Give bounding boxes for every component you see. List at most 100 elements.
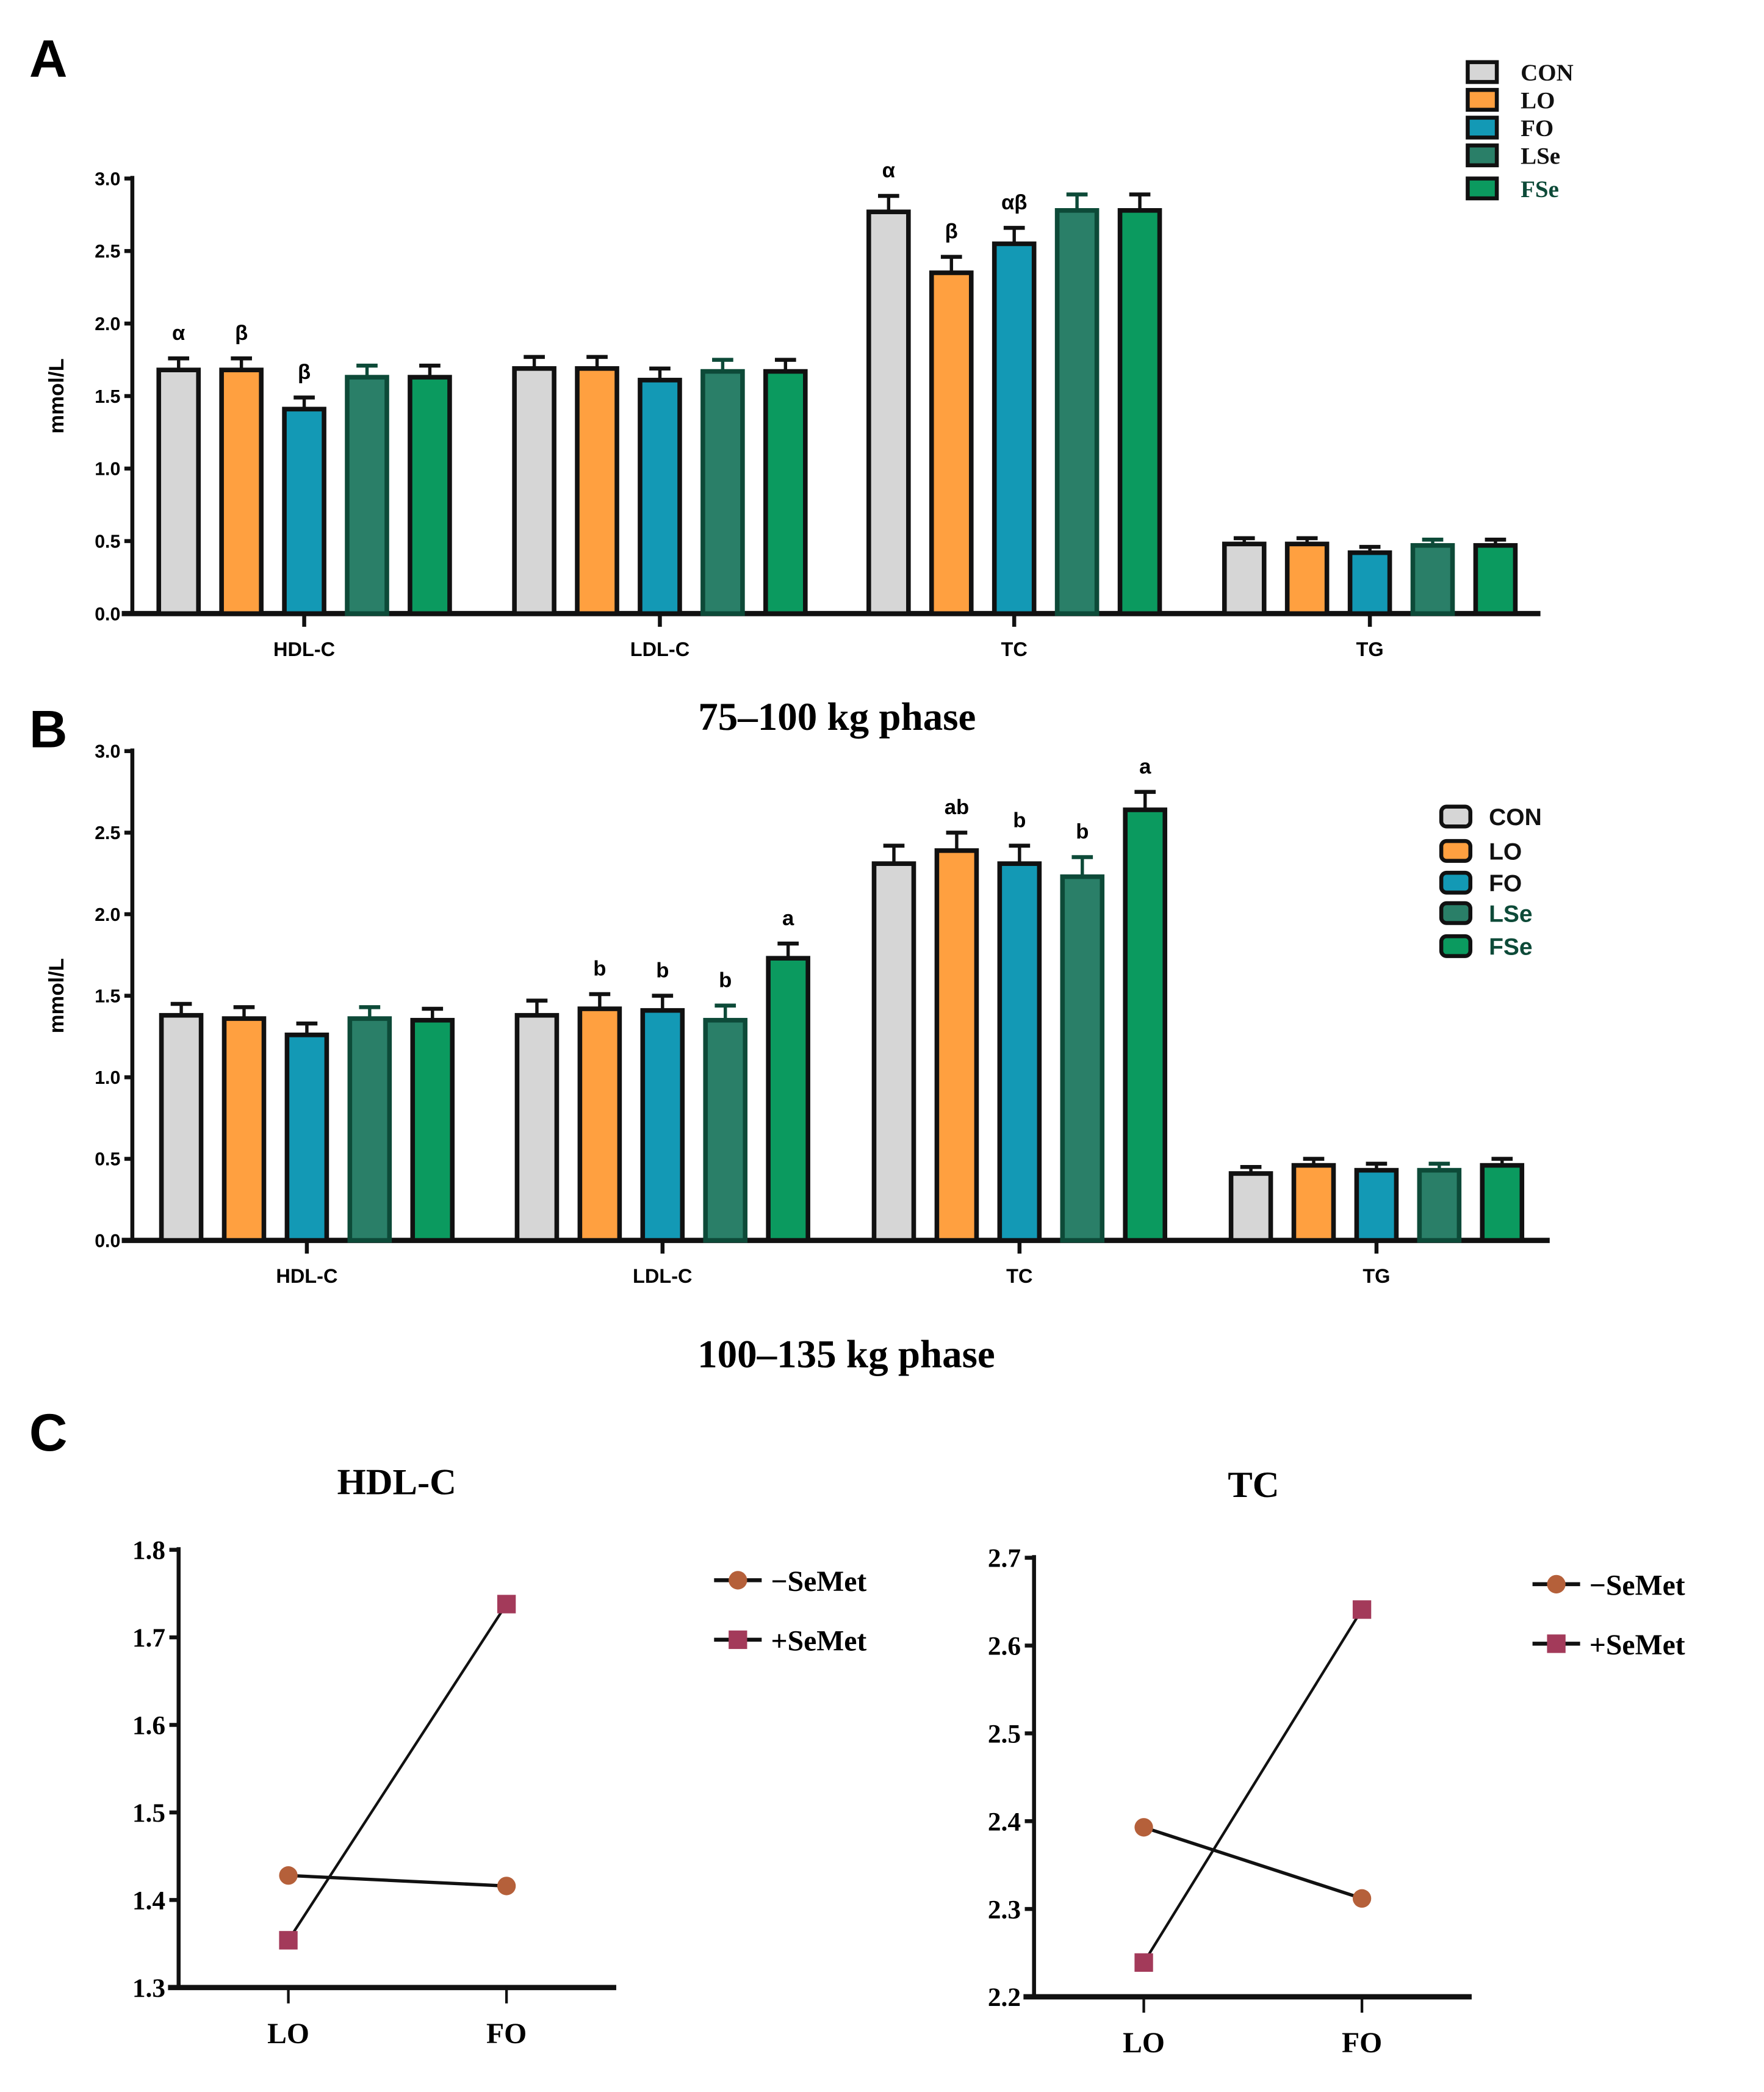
data-point-circle <box>1352 1889 1372 1908</box>
panel-label-b: B <box>29 700 68 759</box>
bar-fo <box>284 1033 329 1243</box>
legend-label: FO <box>1489 870 1522 896</box>
bar-fse <box>766 956 810 1243</box>
bar-fo <box>1354 1167 1399 1243</box>
legend-marker-square <box>1547 1634 1566 1653</box>
bar-fo <box>640 1008 685 1243</box>
legend-label: FSe <box>1521 176 1559 203</box>
legend-swatch <box>1439 934 1473 958</box>
bar-fse <box>1473 543 1518 616</box>
bar-chart-b: 0.0 0.5 1.0 1.5 2.0 2.5 3.0 mmol/L HDL-C LDL-C b b b… <box>45 742 1550 1287</box>
significance-label: b <box>593 958 606 981</box>
bar-lse <box>700 369 745 616</box>
legend-marker-square <box>729 1630 747 1650</box>
bar-lo <box>929 270 974 616</box>
legend-swatch <box>1466 176 1499 201</box>
data-point-circle <box>1134 1818 1153 1837</box>
data-point-square <box>279 1931 298 1950</box>
bar-fo <box>1347 550 1392 616</box>
series-line <box>1142 1609 1363 1964</box>
chart-title: TC <box>1228 1465 1279 1506</box>
legend-marker-circle <box>729 1571 747 1590</box>
y-tick-label: 3.0 <box>95 742 120 762</box>
y-tick-label: 1.0 <box>95 460 120 480</box>
panel-b-title: 100–135 kg phase <box>697 1333 995 1377</box>
significance-label: ab <box>945 796 969 819</box>
bar-lo <box>1284 541 1330 616</box>
bar-fse <box>763 369 808 616</box>
significance-label: b <box>719 968 732 992</box>
legend-label: FO <box>1521 115 1553 142</box>
x-tick-label: HDL-C <box>273 638 335 660</box>
bar-fse <box>1117 208 1162 616</box>
legend-swatch <box>1439 804 1473 829</box>
data-point-circle <box>279 1866 298 1885</box>
legend-swatch <box>1439 901 1473 925</box>
significance-label: α <box>882 159 895 182</box>
x-tick-label: HDL-C <box>276 1265 337 1287</box>
bar-lo <box>577 1006 622 1243</box>
bar-con <box>1222 541 1267 616</box>
x-tick-label: LDL-C <box>630 638 689 660</box>
x-tick-label: TC <box>1006 1265 1032 1287</box>
panel-a-title: 75–100 kg phase <box>698 695 976 739</box>
y-tick-label: 1.7 <box>132 1623 165 1653</box>
y-tick-label: 2.6 <box>988 1632 1021 1661</box>
bar-fo <box>992 241 1037 616</box>
x-tick-label: FO <box>1342 2027 1382 2059</box>
bar-lse <box>1060 874 1105 1243</box>
y-tick-label: 2.5 <box>988 1720 1021 1749</box>
y-tick-label: 1.0 <box>95 1068 120 1088</box>
y-tick-label: 0.5 <box>95 532 120 552</box>
bar-fse <box>1123 807 1168 1243</box>
significance-label: β <box>235 322 248 345</box>
significance-label: α <box>172 322 185 345</box>
series-line <box>287 1603 508 1941</box>
x-tick-label: LO <box>1123 2027 1165 2059</box>
data-point-square <box>1352 1600 1372 1619</box>
legend-label: −SeMet <box>771 1566 866 1598</box>
bar-lse <box>345 375 389 616</box>
y-tick-label: 2.2 <box>988 1983 1021 2012</box>
legend-label: −SeMet <box>1589 1570 1685 1601</box>
y-tick-label: 1.6 <box>132 1711 165 1740</box>
legend-label: +SeMet <box>1589 1629 1685 1661</box>
y-tick-label: 2.0 <box>95 905 120 925</box>
x-tick-label: FO <box>486 2018 527 2050</box>
bar-lo <box>219 367 264 616</box>
legend-label: LO <box>1489 839 1522 865</box>
bar-lo <box>1291 1163 1336 1243</box>
legend-marker-circle <box>1547 1574 1566 1594</box>
significance-label: β <box>298 361 311 384</box>
y-tick-label: 1.5 <box>95 986 120 1006</box>
bar-lse <box>1410 543 1455 616</box>
legend-label: LSe <box>1489 901 1533 927</box>
y-tick-label: 1.4 <box>132 1886 165 1916</box>
legend-swatch <box>1439 870 1473 895</box>
bar-con <box>159 1012 204 1243</box>
bar-fse <box>408 375 452 616</box>
y-tick-label: 2.0 <box>95 314 120 334</box>
series-line <box>288 1874 507 1888</box>
data-point-circle <box>497 1877 516 1895</box>
y-tick-label: 2.4 <box>988 1807 1021 1836</box>
significance-label: b <box>1013 809 1026 832</box>
bar-lo <box>221 1016 267 1243</box>
bar-lo <box>575 366 619 616</box>
bar-con <box>512 366 556 616</box>
y-tick-label: 2.5 <box>95 242 120 262</box>
data-point-square <box>1134 1953 1153 1972</box>
y-tick-label: 3.0 <box>95 169 120 189</box>
legend-label: CON <box>1521 60 1574 86</box>
significance-label: αβ <box>1001 191 1027 214</box>
bar-con <box>1228 1171 1273 1243</box>
significance-label: a <box>1139 755 1151 778</box>
y-tick-label: 1.5 <box>132 1798 165 1828</box>
bar-lo <box>934 848 979 1243</box>
series-line <box>1143 1825 1363 1900</box>
y-tick-label: 2.5 <box>95 823 120 843</box>
bar-lse <box>347 1016 392 1243</box>
bar-con <box>866 209 911 616</box>
